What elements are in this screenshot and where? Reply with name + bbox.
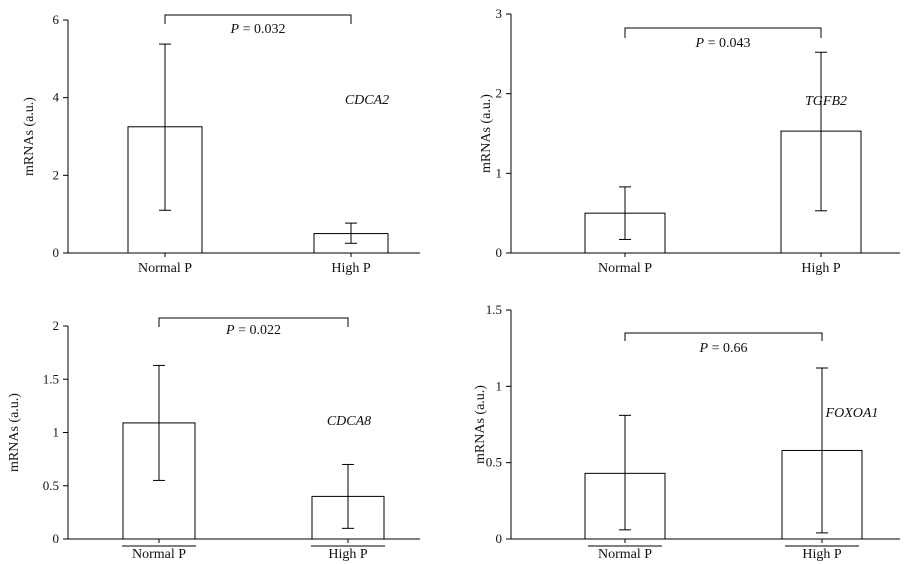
gene-label: CDCA8: [327, 414, 371, 429]
y-tick-label: 0: [53, 531, 60, 546]
chart-panel-2: 0 1 2 3 mRNAs (a.u.) Normal P High P P = 0.043 T…: [479, 6, 900, 276]
category-label: High P: [802, 547, 842, 562]
y-tick-label: 0: [53, 245, 60, 260]
p-symbol: P: [695, 36, 705, 51]
p-value-label: P = 0.032: [230, 22, 286, 37]
y-tick-label: 1.5: [486, 302, 502, 317]
p-symbol: P: [230, 22, 240, 37]
chart-panel-1: 0 2 4 6 mRNAs (a.u.) Normal P High P P = 0.032 C…: [22, 12, 420, 276]
significance-bracket: [158, 317, 349, 327]
y-tick-label: 1.5: [43, 371, 59, 386]
p-value-text: = 0.043: [704, 36, 750, 51]
category-label: High P: [328, 547, 368, 562]
y-axis-label: mRNAs (a.u.): [473, 385, 488, 464]
y-tick-label: 0: [496, 531, 503, 546]
p-value-text: = 0.66: [708, 341, 747, 356]
gene-label: FOXOA1: [825, 406, 879, 421]
category-label: Normal P: [138, 261, 192, 276]
gene-label: TGFB2: [805, 94, 847, 109]
y-tick-label: 1: [496, 165, 503, 180]
gene-label: CDCA2: [345, 93, 389, 108]
chart-panel-3: 0 0.5 1 1.5 2 mRNAs (a.u.) Normal P High P P = 0…: [7, 317, 420, 562]
chart-panel-4: 0 0.5 1 1.5 mRNAs (a.u.) Normal P High P P = 0.…: [473, 302, 900, 562]
category-label: Normal P: [598, 261, 652, 276]
y-axis-label: mRNAs (a.u.): [479, 94, 494, 173]
p-value-text: = 0.022: [235, 323, 281, 338]
category-label: Normal P: [132, 547, 186, 562]
p-value-text: = 0.032: [239, 22, 285, 37]
p-symbol: P: [225, 323, 235, 338]
p-value-label: P = 0.66: [699, 341, 748, 356]
significance-bracket: [624, 332, 823, 341]
y-tick-label: 2: [53, 167, 60, 182]
y-tick-label: 0.5: [486, 455, 502, 470]
y-axis-label: mRNAs (a.u.): [22, 97, 37, 176]
category-label: High P: [801, 261, 841, 276]
y-tick-label: 0.5: [43, 478, 59, 493]
y-tick-label: 2: [496, 86, 503, 101]
y-tick-label: 1: [496, 378, 503, 393]
y-tick-label: 3: [496, 6, 503, 21]
p-value-label: P = 0.043: [695, 36, 751, 51]
category-label: High P: [331, 261, 371, 276]
significance-bracket: [624, 27, 822, 38]
y-axis-label: mRNAs (a.u.): [7, 393, 22, 472]
y-tick-label: 4: [53, 90, 60, 105]
p-symbol: P: [699, 341, 709, 356]
y-tick-label: 2: [53, 318, 60, 333]
p-value-label: P = 0.022: [225, 323, 281, 338]
category-label: Normal P: [598, 547, 652, 562]
y-tick-label: 6: [53, 12, 60, 27]
y-tick-label: 1: [53, 425, 60, 440]
significance-bracket: [164, 14, 352, 24]
y-tick-label: 0: [496, 245, 503, 260]
